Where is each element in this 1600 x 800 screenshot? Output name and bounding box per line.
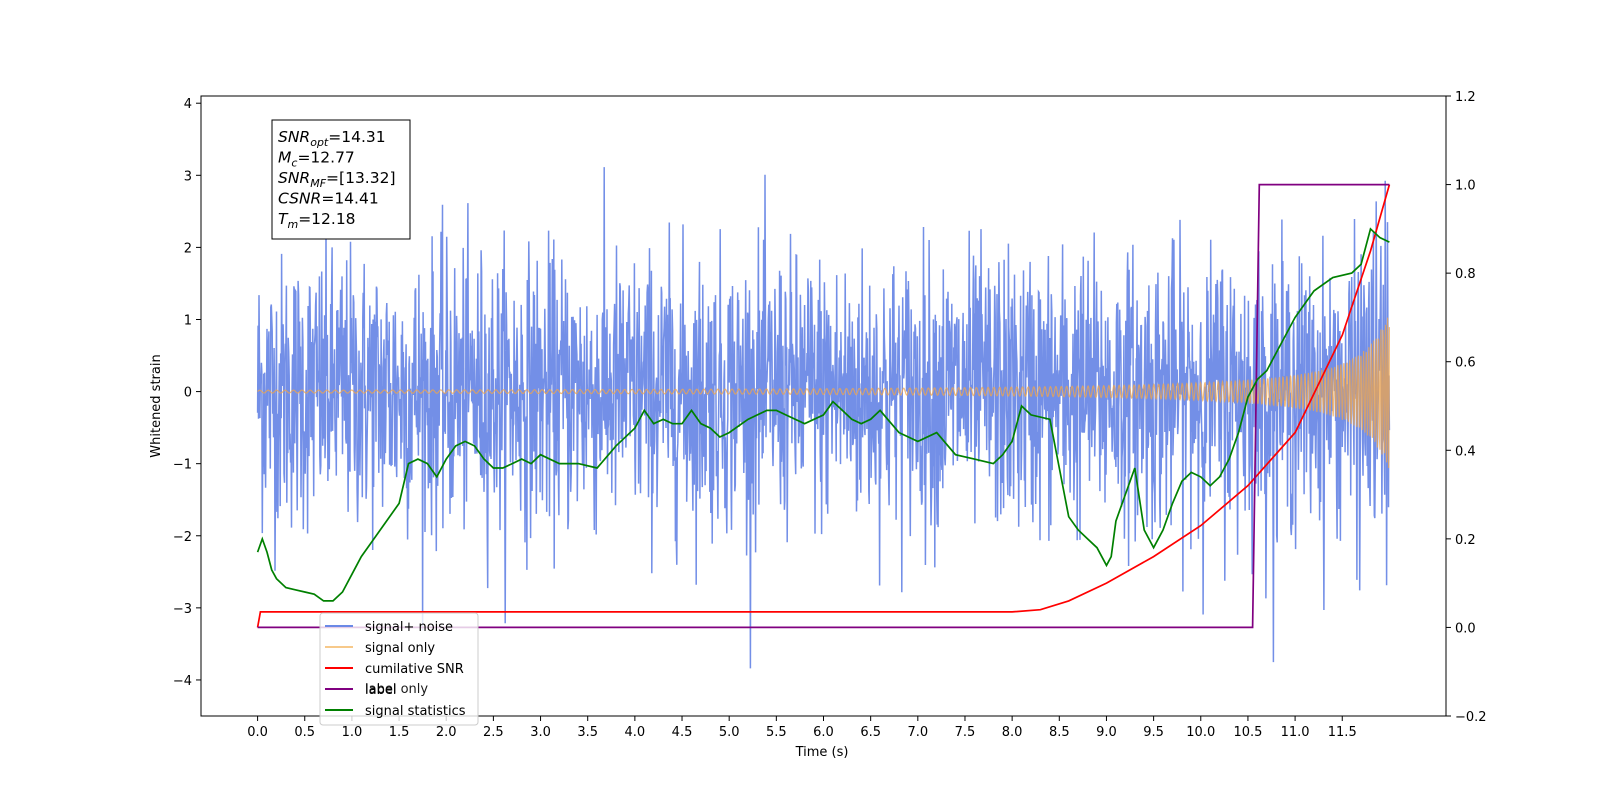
y2-tick-label: 0.6 — [1455, 356, 1476, 371]
y-tick-label: 2 — [184, 241, 192, 256]
y-tick-label: −1 — [173, 458, 192, 473]
info-line-sub: opt — [310, 136, 329, 149]
right-axis-series — [256, 183, 1391, 629]
x-tick-label: 3.5 — [577, 725, 598, 740]
info-line-sub: MF — [310, 177, 326, 190]
y-axis-left: 4 3 2 1 0 −1 −2 −3 −4 — [173, 97, 201, 689]
y-axis-right: 1.2 1.0 0.8 0.6 0.4 0.2 0.0 −0.2 — [1446, 90, 1487, 725]
y-tick-label: 3 — [184, 169, 192, 184]
x-tick-label: 5.0 — [719, 725, 740, 740]
signal-plus-noise-line — [256, 167, 1391, 669]
x-tick-label: 10.0 — [1186, 725, 1215, 740]
info-line-base: T — [278, 210, 289, 228]
x-tick-label: 9.0 — [1096, 725, 1117, 740]
y2-tick-label: 0.2 — [1455, 533, 1476, 548]
info-line-value: =12.18 — [298, 210, 355, 228]
y-tick-label: −2 — [173, 530, 192, 545]
x-axis-label: Time (s) — [795, 745, 849, 760]
info-line-sub: m — [287, 218, 298, 231]
info-line: Tm=12.18 — [278, 210, 356, 231]
legend-label-signal-statistics: signal statistics — [365, 704, 466, 719]
series-label-line — [257, 183, 1390, 629]
x-tick-label: 7.5 — [955, 725, 976, 740]
info-box-frame — [271, 119, 411, 240]
info-line-base: SNR — [278, 128, 310, 146]
info-line-value: =12.77 — [297, 149, 354, 167]
x-tick-label: 1.0 — [342, 725, 363, 740]
x-tick-label: 0.5 — [294, 725, 315, 740]
x-tick-label: 2.0 — [436, 725, 457, 740]
y2-tick-label: 0.4 — [1455, 444, 1476, 459]
series-cumilative-snr-line — [256, 184, 1391, 628]
legend-label-signal-noise: signal+ noise — [365, 620, 453, 635]
legend: label only signal+ noise signal only cumila… — [319, 612, 479, 726]
y2-tick-label: −0.2 — [1455, 710, 1487, 725]
info-line-value: =14.31 — [328, 128, 385, 146]
info-line: SNRopt=14.31 — [278, 128, 386, 149]
info-line: SNRMF=[13.32] — [278, 169, 396, 190]
x-tick-label: 5.5 — [766, 725, 787, 740]
legend-frame — [319, 612, 479, 726]
y-axis-label: Whitened strain — [149, 354, 164, 457]
info-line-base: CSNR — [278, 190, 321, 208]
x-tick-label: 0.0 — [247, 725, 268, 740]
plot-area — [256, 167, 1391, 669]
series-signal-statistics-line — [256, 227, 1390, 602]
legend-label-signal-only: signal only — [365, 641, 435, 656]
y2-tick-label: 0.8 — [1455, 267, 1476, 282]
x-tick-label: 2.5 — [483, 725, 504, 740]
info-box: SNRopt=14.31Mc=12.77SNRMF=[13.32]CSNR=14… — [271, 119, 411, 240]
y-tick-label: −3 — [173, 602, 192, 617]
legend-label-label-only: label only — [365, 682, 428, 697]
x-tick-label: 10.5 — [1233, 725, 1262, 740]
y2-tick-label: 1.0 — [1455, 179, 1476, 194]
x-tick-label: 8.5 — [1049, 725, 1070, 740]
info-line: CSNR=14.41 — [278, 190, 379, 208]
y-tick-label: 0 — [184, 386, 192, 401]
y2-tick-label: 0.0 — [1455, 621, 1476, 636]
y-tick-label: −4 — [173, 674, 192, 689]
y-tick-label: 4 — [184, 97, 192, 112]
x-tick-label: 6.5 — [860, 725, 881, 740]
info-line: Mc=12.77 — [278, 149, 355, 170]
x-tick-label: 1.5 — [389, 725, 410, 740]
series-signal-plus-noise — [256, 167, 1391, 669]
y2-tick-label: 1.2 — [1455, 90, 1476, 105]
x-tick-label: 4.0 — [625, 725, 646, 740]
x-tick-label: 9.5 — [1143, 725, 1164, 740]
x-tick-label: 11.5 — [1328, 725, 1357, 740]
x-tick-label: 4.5 — [672, 725, 693, 740]
x-tick-label: 7.0 — [907, 725, 928, 740]
x-tick-label: 6.0 — [813, 725, 834, 740]
info-line-base: M — [278, 149, 291, 167]
info-line-sub: c — [291, 157, 297, 170]
series-signal-only — [257, 317, 1390, 468]
x-tick-label: 11.0 — [1281, 725, 1310, 740]
signal-only-line — [257, 317, 1390, 468]
info-line-base: SNR — [278, 169, 310, 187]
y-tick-label: 1 — [184, 313, 192, 328]
x-axis: 0.0 0.5 1.0 1.5 2.0 2.5 3.0 3.5 4.0 4.5 5.0 5.5 6.0 6… — [247, 716, 1357, 740]
info-line-value: =[13.32] — [326, 169, 395, 187]
x-tick-label: 3.0 — [530, 725, 551, 740]
x-tick-label: 8.0 — [1002, 725, 1023, 740]
legend-label-cumilative-snr: cumilative SNR — [365, 662, 464, 677]
legend-label-label: label — [365, 683, 396, 698]
info-line-value: =14.41 — [321, 190, 378, 208]
